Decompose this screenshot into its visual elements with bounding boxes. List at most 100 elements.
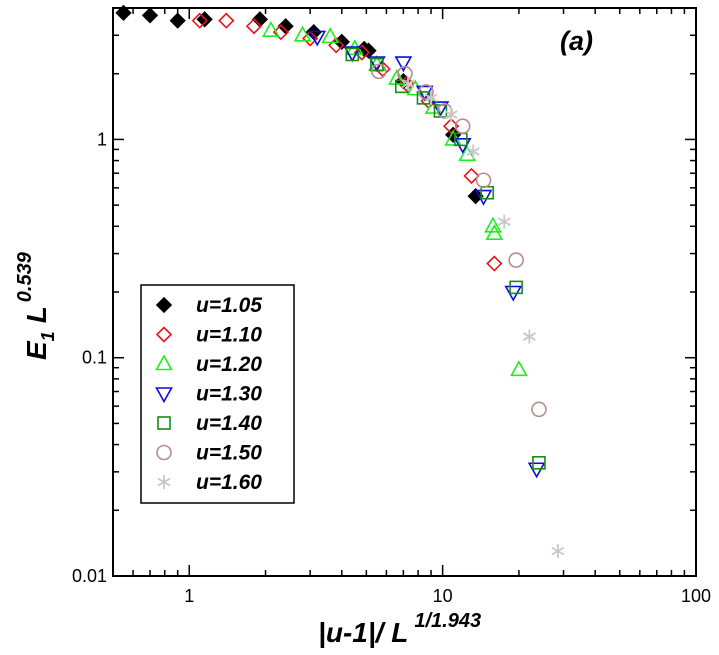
marker-shape xyxy=(277,18,294,35)
marker-shape xyxy=(415,85,434,102)
point-u-1-10 xyxy=(272,24,290,41)
point-u-1-20 xyxy=(321,27,340,44)
legend-entry: u=1.20 xyxy=(155,353,262,376)
legend-label: u=1.30 xyxy=(196,383,262,406)
data-points xyxy=(115,4,565,559)
marker-shape xyxy=(397,65,413,82)
marker-shape xyxy=(509,280,523,295)
point-u-1-30 xyxy=(343,46,362,63)
marker-shape xyxy=(463,167,480,185)
marker-shape xyxy=(394,56,413,73)
x-tick-label: 1 xyxy=(184,586,194,606)
marker-shape xyxy=(388,68,406,85)
point-u-1-20 xyxy=(406,79,425,96)
point-u-1-20 xyxy=(485,224,504,240)
marker-shape xyxy=(510,360,528,377)
marker-shape xyxy=(157,416,171,430)
marker-shape xyxy=(486,255,503,272)
point-u-1-05 xyxy=(277,18,294,35)
legend-marker xyxy=(155,354,173,371)
marker-stroke xyxy=(157,477,171,487)
marker-shape xyxy=(141,7,159,24)
axis-ticks: 1 10 100 0.01 0.1 1 xyxy=(72,7,711,606)
legend-label: u=1.05 xyxy=(196,294,262,317)
point-u-1-60 xyxy=(401,76,415,91)
y-tick-label: 1 xyxy=(97,129,107,149)
point-u-1-60 xyxy=(551,544,565,559)
legend-marker xyxy=(157,475,171,489)
y-tick-label: 0.1 xyxy=(82,348,107,368)
marker-shape xyxy=(155,326,173,343)
point-u-1-05 xyxy=(169,12,186,29)
marker-stroke xyxy=(522,332,536,341)
marker-shape xyxy=(115,4,132,21)
y-axis-title-sub: 1 xyxy=(38,331,58,341)
legend-entry: u=1.10 xyxy=(155,324,262,347)
marker-shape xyxy=(302,30,319,47)
marker-stroke xyxy=(444,110,458,119)
point-u-1-40 xyxy=(345,47,360,62)
marker-shape xyxy=(431,101,450,118)
point-u-1-60 xyxy=(497,214,511,229)
marker-shape xyxy=(218,12,235,29)
legend-entry: u=1.30 xyxy=(155,383,262,406)
point-u-1-60 xyxy=(444,107,458,122)
marker-shape xyxy=(532,456,546,470)
marker-stroke xyxy=(497,217,511,226)
marker-shape xyxy=(467,187,484,205)
point-u-1-50 xyxy=(454,118,471,134)
marker-stroke xyxy=(466,147,480,156)
point-u-1-20 xyxy=(424,97,443,114)
legend-entry: u=1.60 xyxy=(157,471,262,494)
panel-label: (a) xyxy=(560,26,593,56)
marker-shape xyxy=(343,46,362,63)
marker-shape xyxy=(406,79,425,96)
marker-shape xyxy=(370,57,384,72)
point-u-1-20 xyxy=(484,216,502,233)
marker-shape xyxy=(531,401,547,418)
x-axis-title-sup: 1/1.943 xyxy=(414,610,481,632)
legend-label: u=1.40 xyxy=(196,412,262,435)
marker-shape xyxy=(374,60,391,78)
point-u-1-20 xyxy=(293,25,312,42)
legend-label: u=1.10 xyxy=(196,324,262,347)
marker-stroke xyxy=(551,546,565,556)
legend-marker xyxy=(155,387,173,404)
point-u-1-50 xyxy=(531,401,547,418)
x-tick-label: 10 xyxy=(433,586,453,606)
legend-entry: u=1.50 xyxy=(156,442,262,465)
point-u-1-05 xyxy=(467,187,484,205)
marker-shape xyxy=(474,189,493,206)
point-u-1-30 xyxy=(431,101,450,118)
legend-box xyxy=(140,284,295,504)
point-u-1-50 xyxy=(508,252,524,268)
point-u-1-30 xyxy=(394,56,413,73)
y-tick-label: 0.01 xyxy=(72,566,107,586)
marker-shape xyxy=(293,25,312,42)
point-u-1-50 xyxy=(418,84,434,100)
point-u-1-10 xyxy=(302,30,319,47)
y-axis-title-main: E xyxy=(21,340,52,360)
legend-label: u=1.20 xyxy=(196,353,262,376)
marker-shape xyxy=(272,24,290,41)
marker-shape xyxy=(371,63,387,80)
marker-shape xyxy=(454,118,471,134)
marker-shape xyxy=(245,18,263,35)
x-tick-label: 100 xyxy=(681,586,711,606)
point-u-1-60 xyxy=(466,144,480,159)
legend-label: u=1.50 xyxy=(196,442,262,465)
marker-shape xyxy=(156,444,172,461)
point-u-1-30 xyxy=(527,462,546,479)
marker-shape xyxy=(424,97,443,114)
point-u-1-50 xyxy=(475,172,492,189)
point-u-1-40 xyxy=(370,57,384,72)
marker-shape xyxy=(475,172,492,189)
marker-shape xyxy=(191,12,208,29)
marker-shape xyxy=(527,462,546,479)
marker-shape xyxy=(484,216,502,233)
point-u-1-30 xyxy=(474,189,493,206)
point-u-1-10 xyxy=(218,12,235,29)
point-u-1-50 xyxy=(397,65,413,82)
y-axis-title-main2: L xyxy=(21,306,52,323)
marker-shape xyxy=(262,21,280,37)
